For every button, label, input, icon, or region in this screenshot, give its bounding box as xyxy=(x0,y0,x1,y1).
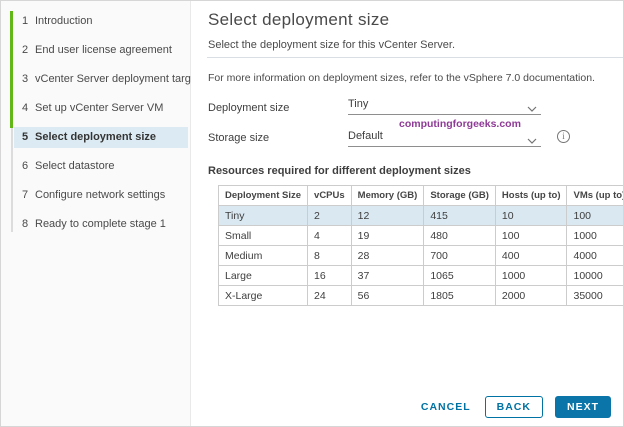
back-button[interactable]: BACK xyxy=(484,396,543,418)
cell: 700 xyxy=(423,245,496,266)
step-label: Configure network settings xyxy=(35,189,166,201)
cancel-button[interactable]: CANCEL xyxy=(419,397,473,417)
cell: Medium xyxy=(217,245,309,266)
watermark-text: computingforgeeks.com xyxy=(399,118,521,130)
chevron-down-icon xyxy=(527,135,537,147)
cell: 1000 xyxy=(566,225,623,246)
cell: 1000 xyxy=(494,265,568,286)
progress-rail-completed xyxy=(10,11,13,128)
sidebar-step-ready-complete[interactable]: 8 Ready to complete stage 1 xyxy=(14,210,188,239)
cell: 1805 xyxy=(423,285,496,306)
resources-table-title: Resources required for different deploym… xyxy=(208,165,471,177)
wizard-steps-sidebar: 1 Introduction 2 End user license agreem… xyxy=(1,1,200,426)
cell: Tiny xyxy=(217,205,309,226)
main-panel: Select deployment size Select the deploy… xyxy=(191,1,623,426)
step-label: Select deployment size xyxy=(35,131,157,143)
chevron-down-icon xyxy=(527,103,537,115)
table-row-medium: Medium 8 28 700 400 4000 xyxy=(217,245,623,266)
storage-size-label: Storage size xyxy=(208,132,270,144)
step-number: 4 xyxy=(22,102,29,114)
step-label: Select datastore xyxy=(35,160,115,172)
sidebar-step-eula[interactable]: 2 End user license agreement xyxy=(14,36,188,65)
storage-size-select[interactable]: Default xyxy=(348,130,541,147)
column-header: vCPUs xyxy=(307,185,352,206)
storage-size-value: Default xyxy=(348,130,383,142)
step-label: Set up vCenter Server VM xyxy=(35,102,164,114)
cell: 10000 xyxy=(566,265,623,286)
header-divider xyxy=(207,57,623,58)
cell: 19 xyxy=(350,225,425,246)
sidebar-step-introduction[interactable]: 1 Introduction xyxy=(14,7,188,36)
cell: 16 xyxy=(307,265,352,286)
progress-rail-remaining xyxy=(11,128,13,232)
table-header-row: Deployment Size vCPUs Memory (GB) Storag… xyxy=(217,185,623,206)
documentation-info-text: For more information on deployment sizes… xyxy=(208,72,595,84)
column-header: Hosts (up to) xyxy=(494,185,568,206)
cell: 480 xyxy=(423,225,496,246)
step-number: 2 xyxy=(22,44,29,56)
step-number: 5 xyxy=(22,131,29,143)
step-number: 7 xyxy=(22,189,29,201)
column-header: Deployment Size xyxy=(217,185,309,206)
sidebar-step-network-settings[interactable]: 7 Configure network settings xyxy=(14,181,188,210)
column-header: Memory (GB) xyxy=(350,185,425,206)
sidebar-step-deployment-target[interactable]: 3 vCenter Server deployment target xyxy=(14,65,200,94)
cell: 37 xyxy=(350,265,425,286)
step-list: 1 Introduction 2 End user license agreem… xyxy=(14,7,200,239)
step-number: 6 xyxy=(22,160,29,172)
cell: 400 xyxy=(494,245,568,266)
cell: 2000 xyxy=(494,285,568,306)
column-header: VMs (up to) xyxy=(566,185,623,206)
page-subtitle: Select the deployment size for this vCen… xyxy=(208,39,456,51)
column-header: Storage (GB) xyxy=(423,185,496,206)
cell: 35000 xyxy=(566,285,623,306)
sidebar-step-deployment-size[interactable]: 5 Select deployment size xyxy=(14,123,188,152)
cell: X-Large xyxy=(217,285,309,306)
step-number: 1 xyxy=(22,15,29,27)
step-number: 3 xyxy=(22,73,29,85)
cell: 8 xyxy=(307,245,352,266)
step-label: Introduction xyxy=(35,15,93,27)
cell: 1065 xyxy=(423,265,496,286)
cell: 100 xyxy=(566,205,623,226)
cell: 2 xyxy=(307,205,352,226)
cell: 415 xyxy=(423,205,496,226)
deployment-size-label: Deployment size xyxy=(208,102,290,114)
sidebar-step-datastore[interactable]: 6 Select datastore xyxy=(14,152,188,181)
next-button[interactable]: NEXT xyxy=(554,396,611,418)
cell: 4 xyxy=(307,225,352,246)
table-row-large: Large 16 37 1065 1000 10000 xyxy=(217,265,623,286)
step-label: vCenter Server deployment target xyxy=(35,73,201,85)
step-label: Ready to complete stage 1 xyxy=(35,218,166,230)
cell: 10 xyxy=(494,205,568,226)
step-number: 8 xyxy=(22,218,29,230)
cell: Large xyxy=(217,265,309,286)
table-row-xlarge: X-Large 24 56 1805 2000 35000 xyxy=(217,285,623,306)
deployment-size-value: Tiny xyxy=(348,98,369,110)
resources-table: Deployment Size vCPUs Memory (GB) Storag… xyxy=(217,185,623,306)
page-title: Select deployment size xyxy=(208,10,390,29)
cell: 100 xyxy=(494,225,568,246)
cell: 56 xyxy=(350,285,425,306)
wizard-footer: CANCEL BACK NEXT xyxy=(419,396,611,418)
cell: 4000 xyxy=(566,245,623,266)
cell: 12 xyxy=(350,205,425,226)
table-row-small: Small 4 19 480 100 1000 xyxy=(217,225,623,246)
table-row-tiny: Tiny 2 12 415 10 100 xyxy=(217,205,623,226)
step-label: End user license agreement xyxy=(35,44,172,56)
deployment-size-select[interactable]: Tiny xyxy=(348,98,541,115)
sidebar-step-setup-vm[interactable]: 4 Set up vCenter Server VM xyxy=(14,94,188,123)
cell: 24 xyxy=(307,285,352,306)
cell: 28 xyxy=(350,245,425,266)
cell: Small xyxy=(217,225,309,246)
info-circle-icon[interactable] xyxy=(557,130,570,143)
